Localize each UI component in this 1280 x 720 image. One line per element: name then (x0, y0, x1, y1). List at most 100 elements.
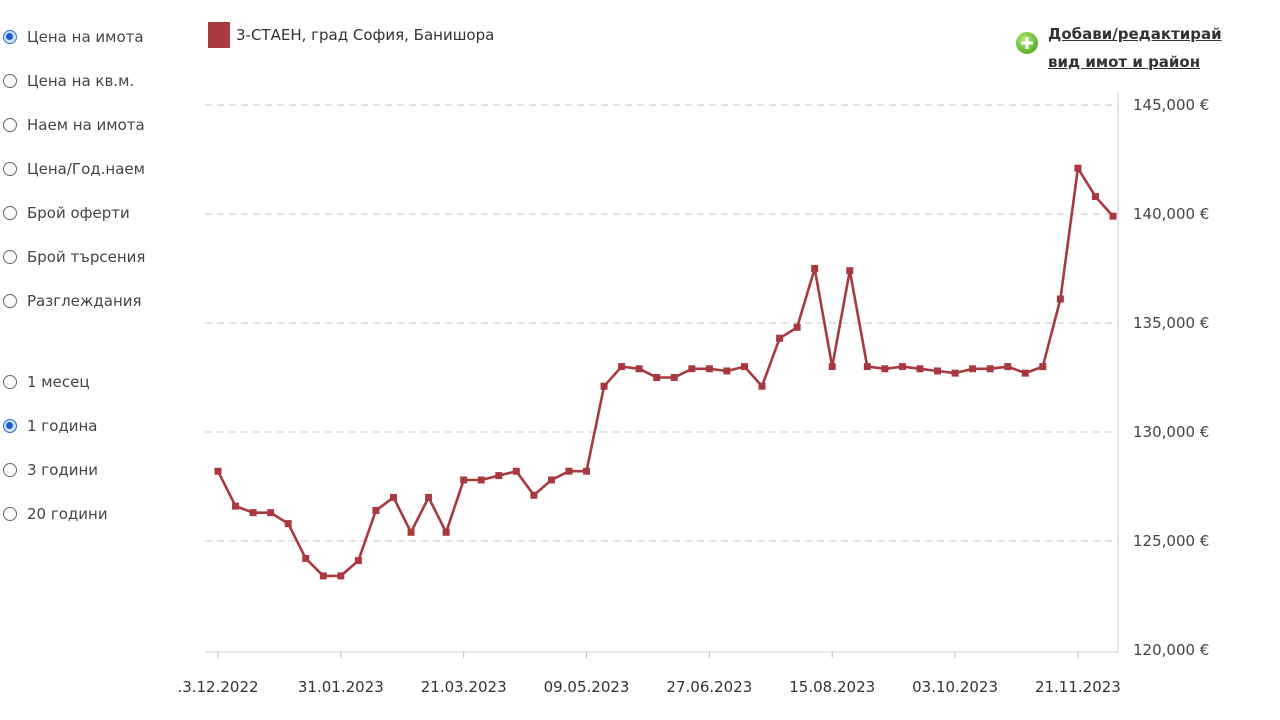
data-point[interactable] (1074, 164, 1082, 172)
data-point[interactable] (1109, 212, 1117, 220)
data-point[interactable] (934, 367, 942, 375)
data-point[interactable] (530, 491, 538, 499)
data-point[interactable] (951, 369, 959, 377)
legend-swatch (208, 22, 230, 48)
data-point[interactable] (828, 363, 836, 371)
data-point[interactable] (916, 365, 924, 373)
period-option[interactable]: 1 година (0, 417, 98, 435)
metric-option-label: Брой оферти (27, 204, 130, 222)
radio-button[interactable] (3, 375, 17, 389)
metric-option-label: Наем на имота (27, 116, 145, 134)
data-point[interactable] (232, 502, 240, 510)
data-point[interactable] (688, 365, 696, 373)
metric-option[interactable]: Брой търсения (0, 248, 145, 266)
data-point[interactable] (495, 472, 503, 480)
data-point[interactable] (758, 382, 766, 390)
data-point[interactable] (267, 509, 275, 517)
radio-button[interactable] (3, 507, 17, 521)
legend-label: 3-СТАЕН, град София, Банишора (236, 26, 495, 44)
radio-button[interactable] (3, 419, 17, 433)
data-point[interactable] (635, 365, 643, 373)
data-point[interactable] (425, 493, 433, 501)
data-point[interactable] (1091, 193, 1099, 201)
data-point[interactable] (477, 476, 485, 484)
metric-option[interactable]: Брой оферти (0, 204, 130, 222)
radio-button[interactable] (3, 250, 17, 264)
period-option-label: 1 година (27, 417, 98, 435)
period-option-label: 1 месец (27, 373, 90, 391)
data-point[interactable] (354, 557, 362, 565)
data-point[interactable] (670, 374, 678, 381)
radio-button[interactable] (3, 30, 17, 44)
data-point[interactable] (442, 528, 450, 536)
x-tick-label: 09.05.2023 (544, 678, 630, 696)
add-edit-property-link[interactable]: Добави/редактирай вид имот и район (1016, 20, 1222, 76)
data-point[interactable] (460, 476, 468, 484)
data-point[interactable] (1021, 369, 1029, 377)
data-point[interactable] (284, 520, 292, 528)
data-point[interactable] (898, 363, 906, 371)
x-tick-label: 27.06.2023 (666, 678, 752, 696)
metric-option[interactable]: Наем на имота (0, 116, 145, 134)
data-point[interactable] (249, 509, 257, 517)
data-point[interactable] (407, 528, 415, 536)
data-point[interactable] (1004, 363, 1012, 371)
metric-option[interactable]: Разглеждания (0, 292, 142, 310)
radio-button[interactable] (3, 206, 17, 220)
radio-button[interactable] (3, 294, 17, 308)
metric-option[interactable]: Цена на имота (0, 28, 144, 46)
add-edit-line2: вид имот и район (1048, 53, 1201, 71)
data-point[interactable] (389, 493, 397, 501)
period-option[interactable]: 20 години (0, 505, 108, 523)
metric-option[interactable]: Цена на кв.м. (0, 72, 134, 90)
data-point[interactable] (740, 363, 748, 371)
period-option[interactable]: 1 месец (0, 373, 90, 391)
data-point[interactable] (565, 467, 573, 475)
add-edit-link-text[interactable]: Добави/редактирай вид имот и район (1048, 20, 1222, 76)
data-point[interactable] (705, 365, 713, 373)
data-point[interactable] (776, 334, 784, 342)
y-tick-label: 130,000 € (1133, 423, 1209, 441)
data-point[interactable] (986, 365, 994, 373)
metric-option-label: Цена на имота (27, 28, 144, 46)
data-point[interactable] (214, 467, 222, 475)
x-tick-label: 03.10.2023 (912, 678, 998, 696)
period-option-label: 20 години (27, 505, 108, 523)
x-tick-label: 31.01.2023 (298, 678, 384, 696)
data-point[interactable] (319, 572, 327, 580)
data-point[interactable] (600, 382, 608, 390)
radio-button[interactable] (3, 162, 17, 176)
data-point[interactable] (846, 267, 854, 275)
data-point[interactable] (793, 323, 801, 331)
radio-button[interactable] (3, 118, 17, 132)
data-point[interactable] (337, 572, 345, 580)
data-point[interactable] (372, 506, 380, 514)
period-option[interactable]: 3 години (0, 461, 98, 479)
data-point[interactable] (811, 265, 819, 272)
data-point[interactable] (881, 365, 889, 373)
x-tick-label: 21.11.2023 (1035, 678, 1121, 696)
metric-option-label: Разглеждания (27, 292, 142, 310)
radio-button[interactable] (3, 463, 17, 477)
data-point[interactable] (302, 554, 310, 562)
data-point[interactable] (512, 467, 520, 475)
data-point[interactable] (583, 467, 591, 475)
metric-option[interactable]: Цена/Год.наем (0, 160, 145, 178)
add-edit-line1: Добави/редактирай (1048, 25, 1222, 43)
y-tick-label: 145,000 € (1133, 96, 1209, 114)
radio-button[interactable] (3, 74, 17, 88)
data-point[interactable] (969, 365, 977, 373)
data-point[interactable] (547, 476, 555, 484)
data-point[interactable] (618, 363, 626, 371)
data-point[interactable] (653, 374, 661, 381)
chart-legend: 3-СТАЕН, град София, Банишора (208, 22, 494, 48)
x-tick-label: .3.12.2022 (177, 678, 258, 696)
x-tick-label: 21.03.2023 (421, 678, 507, 696)
x-axis: .3.12.2022 31.01.2023 21.03.2023 09.05.2023… (177, 651, 1121, 696)
data-point[interactable] (863, 363, 871, 371)
data-point[interactable] (723, 367, 731, 375)
data-point[interactable] (1039, 363, 1047, 371)
metric-option-label: Брой търсения (27, 248, 146, 266)
data-point[interactable] (1056, 295, 1064, 303)
